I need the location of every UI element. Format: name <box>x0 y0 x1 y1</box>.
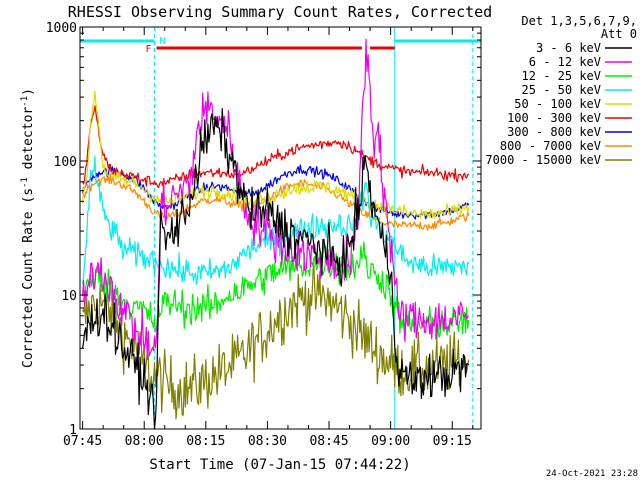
legend-label: 12 - 25 keV <box>522 69 601 83</box>
x-tick-label: 08:00 <box>125 434 164 449</box>
legend-label: 800 - 7000 keV <box>500 139 601 153</box>
legend-header-line2: Att 0 <box>601 27 637 41</box>
x-tick-label: 07:45 <box>63 434 102 449</box>
x-tick-label: 09:15 <box>433 434 472 449</box>
legend-label: 6 - 12 keV <box>529 55 601 69</box>
x-axis-label: Start Time (07-Jan-15 07:44:22) <box>149 457 410 473</box>
series-line-3-6kev <box>82 108 470 429</box>
x-tick-label: 08:15 <box>186 434 225 449</box>
chart-title: RHESSI Observing Summary Count Rates, Co… <box>68 3 492 21</box>
footer-timestamp: 24-Oct-2021 23:28 <box>546 469 638 479</box>
series-line-100-300kev <box>82 105 470 189</box>
series-line-6-12kev <box>82 38 469 361</box>
legend-label: 25 - 50 keV <box>522 83 601 97</box>
night-label: N <box>159 36 165 47</box>
y-tick-label: 1000 <box>46 21 77 36</box>
x-tick-label: 09:00 <box>371 434 410 449</box>
legend-label: 7000 - 15000 keV <box>485 153 601 167</box>
legend-label: 100 - 300 keV <box>507 111 601 125</box>
plot-frame <box>79 26 482 430</box>
y-tick-label: 10 <box>61 289 77 304</box>
x-tick-label: 08:30 <box>248 434 287 449</box>
orbit-annotations: NF <box>80 27 481 429</box>
y-tick-label: 1 <box>69 423 77 438</box>
flare-label: F <box>146 44 152 55</box>
y-axis-label: Corrected Count Rate (s-1 detector-1) <box>20 88 36 368</box>
axes: 1 10 100 1000 07:45 08:00 08:15 08:30 08:45 09:00… <box>46 21 481 449</box>
series-layer <box>82 38 470 429</box>
legend-label: 3 - 6 keV <box>536 41 601 55</box>
x-tick-label: 08:45 <box>309 434 348 449</box>
legend-header-line1: Det 1,3,5,6,7,9, <box>521 14 637 28</box>
y-tick-label: 100 <box>54 155 77 170</box>
legend-label: 300 - 800 keV <box>507 125 601 139</box>
legend-label: 50 - 100 keV <box>514 97 601 111</box>
series-line-50-100kev <box>82 90 470 219</box>
